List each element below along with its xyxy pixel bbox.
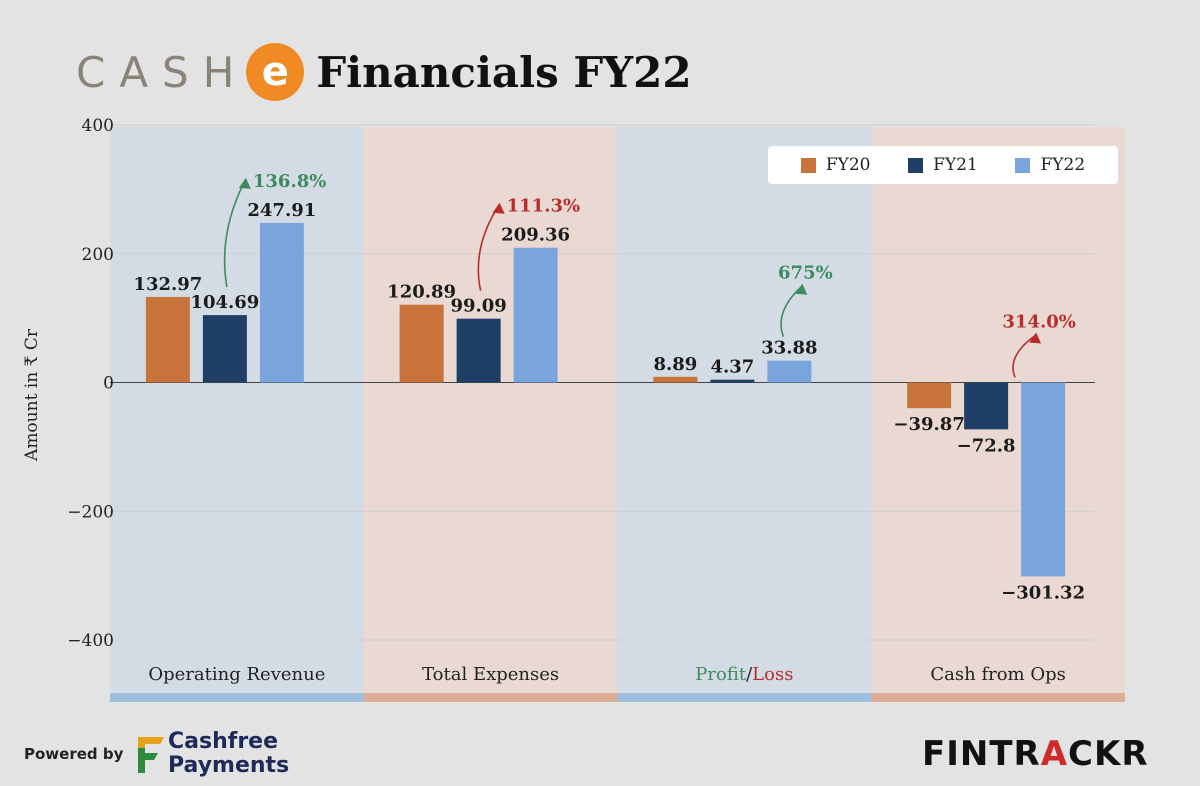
bar-fy22 bbox=[767, 360, 812, 383]
data-label: −39.87 bbox=[893, 414, 964, 435]
data-label: 33.88 bbox=[761, 338, 817, 359]
loss-word: Loss bbox=[752, 664, 793, 685]
category-band-0 bbox=[110, 693, 364, 702]
y-tick-label: 400 bbox=[82, 116, 114, 136]
data-label: 209.36 bbox=[501, 225, 570, 246]
data-label: −72.8 bbox=[957, 435, 1016, 456]
bar-fy20 bbox=[145, 296, 190, 383]
slash: / bbox=[746, 664, 753, 685]
data-label: 247.91 bbox=[247, 200, 316, 221]
x-tick-label: Operating Revenue bbox=[148, 664, 325, 685]
y-tick-label: 200 bbox=[82, 245, 114, 265]
legend-label-fy21: FY21 bbox=[933, 155, 978, 175]
fintrackr-suffix: CKR bbox=[1068, 734, 1149, 774]
brand-wordmark: CASH bbox=[76, 47, 249, 97]
legend-swatch-fy20 bbox=[800, 157, 816, 173]
data-label: 99.09 bbox=[450, 296, 506, 317]
brand-e-logo-icon: e bbox=[246, 43, 305, 101]
bar-fy20 bbox=[399, 304, 444, 383]
growth-arrow-line bbox=[477, 205, 500, 291]
legend-item-fy20: FY20 bbox=[800, 155, 871, 175]
category-panel-1 bbox=[363, 127, 618, 697]
bar-fy20 bbox=[907, 382, 952, 409]
cashfree-payments-logo: Cashfree Payments bbox=[168, 730, 289, 778]
y-tick-label: −400 bbox=[67, 631, 114, 651]
bar-fy20 bbox=[653, 376, 698, 383]
data-label: 120.89 bbox=[387, 282, 456, 303]
y-tick-label: −200 bbox=[67, 502, 114, 522]
page-title: Financials FY22 bbox=[316, 47, 692, 97]
x-tick-label: Profit/Loss bbox=[695, 664, 793, 685]
cashfree-word: Cashfree bbox=[168, 729, 279, 754]
cashfree-logo-icon bbox=[138, 737, 164, 773]
y-axis-label: Amount in ₹ Cr bbox=[22, 329, 42, 461]
growth-arrow-line bbox=[1012, 334, 1036, 378]
growth-label: 314.0% bbox=[1002, 312, 1075, 333]
bar-fy21 bbox=[456, 318, 501, 383]
bar-fy21 bbox=[710, 379, 755, 383]
growth-label: 111.3% bbox=[507, 196, 580, 217]
data-label: −301.32 bbox=[1001, 582, 1085, 603]
fintrackr-logo: FINTRACKR bbox=[922, 734, 1149, 774]
legend-item-fy21: FY21 bbox=[908, 155, 978, 175]
fintrackr-prefix: FINTR bbox=[922, 734, 1041, 774]
y-tick-label: 0 bbox=[103, 374, 114, 394]
fintrackr-accent: A bbox=[1040, 734, 1069, 774]
growth-arrow-head bbox=[492, 202, 505, 214]
growth-arrow-head bbox=[1029, 332, 1042, 344]
legend-swatch-fy22 bbox=[1015, 157, 1031, 173]
chart-legend: FY20 FY21 FY22 bbox=[768, 146, 1118, 184]
bar-fy21 bbox=[964, 382, 1009, 430]
profit-word: Profit bbox=[695, 664, 747, 685]
bar-fy22 bbox=[1021, 382, 1066, 577]
powered-by-label: Powered by bbox=[24, 745, 124, 763]
growth-arrow-head bbox=[238, 177, 251, 189]
growth-arrow-line bbox=[223, 180, 246, 288]
data-label: 4.37 bbox=[710, 357, 754, 378]
data-label: 104.69 bbox=[190, 292, 259, 313]
category-band-3 bbox=[871, 693, 1125, 702]
bar-fy22 bbox=[513, 247, 558, 383]
legend-label-fy20: FY20 bbox=[825, 155, 871, 175]
bar-fy21 bbox=[202, 315, 247, 383]
growth-label: 675% bbox=[778, 263, 833, 284]
legend-label-fy22: FY22 bbox=[1040, 155, 1086, 175]
header: CASH e Financials FY22 bbox=[76, 40, 692, 104]
legend-item-fy22: FY22 bbox=[1015, 155, 1085, 175]
data-label: 8.89 bbox=[653, 354, 697, 375]
category-band-1 bbox=[363, 693, 618, 702]
growth-arrow-line bbox=[780, 286, 802, 337]
category-band-2 bbox=[617, 693, 872, 702]
x-tick-label: Cash from Ops bbox=[930, 664, 1065, 685]
x-tick-label: Total Expenses bbox=[422, 664, 559, 685]
category-panel-0 bbox=[110, 127, 364, 697]
legend-swatch-fy21 bbox=[908, 157, 924, 173]
growth-label: 136.8% bbox=[253, 171, 326, 192]
payments-word: Payments bbox=[168, 753, 290, 778]
bar-fy22 bbox=[259, 222, 304, 383]
category-panel-2 bbox=[617, 127, 872, 697]
growth-arrow-head bbox=[795, 283, 808, 295]
data-label: 132.97 bbox=[133, 274, 202, 295]
